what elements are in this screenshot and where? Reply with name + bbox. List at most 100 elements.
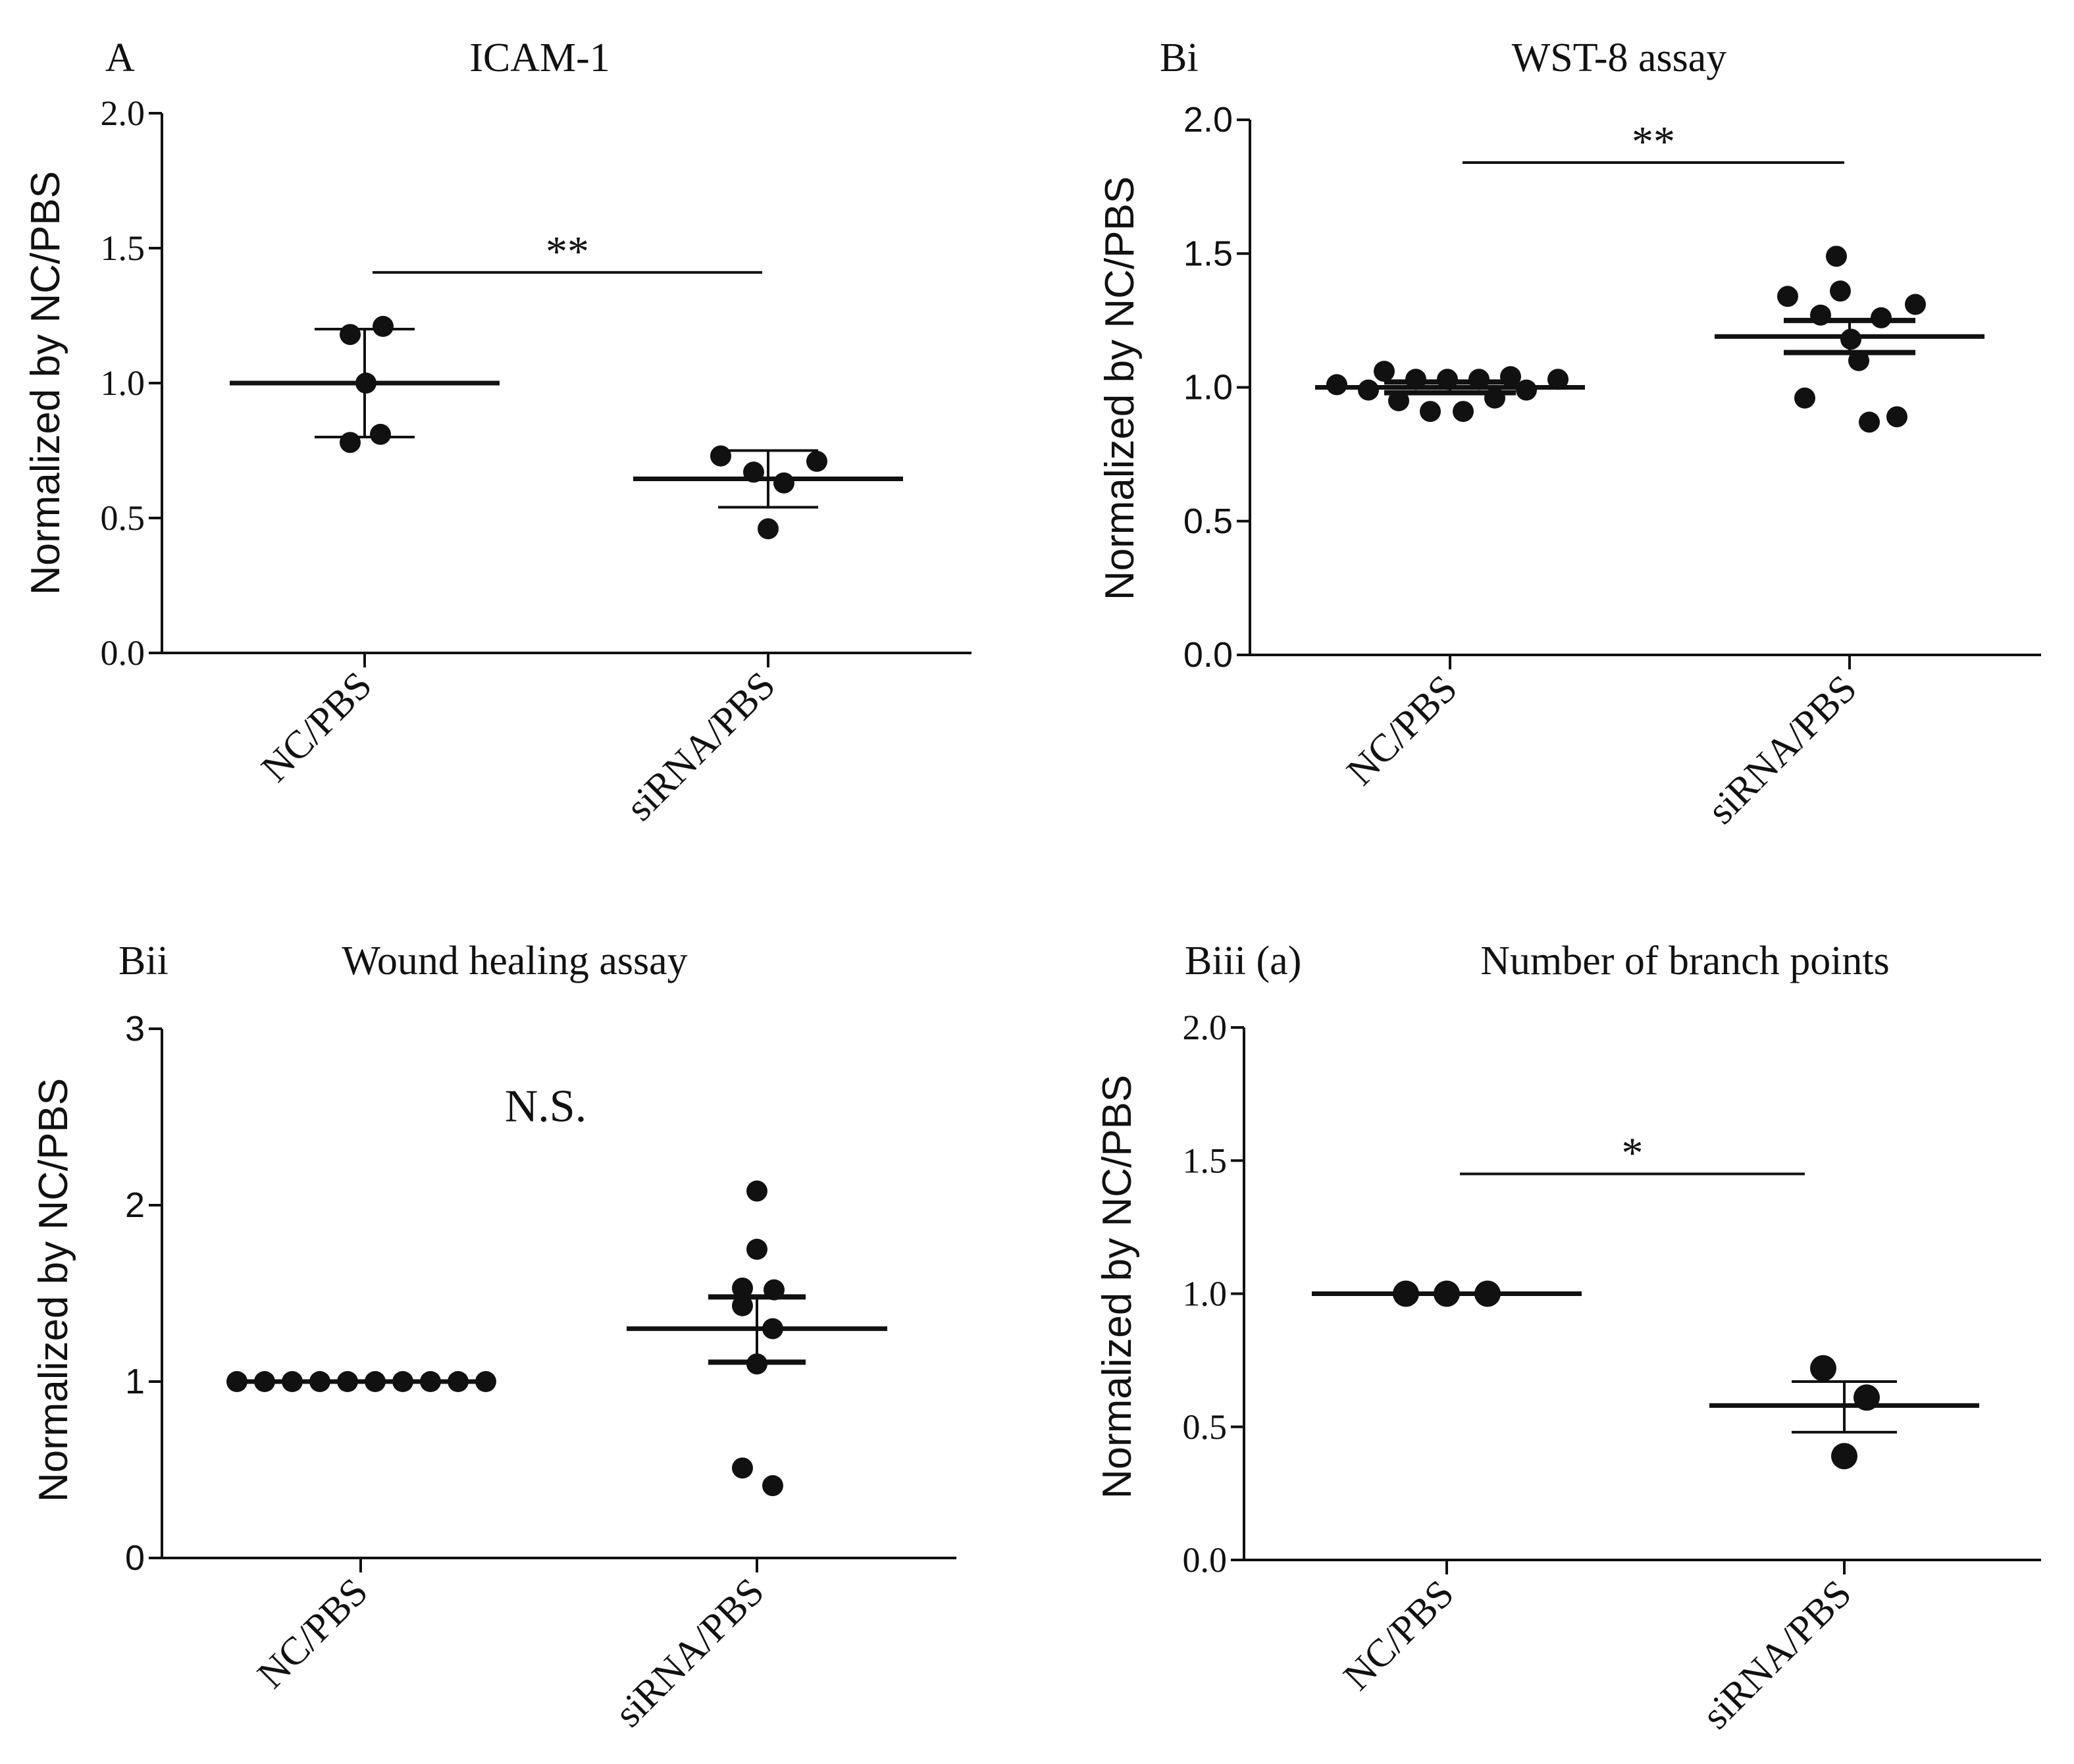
data-point xyxy=(1474,1280,1501,1307)
data-point xyxy=(1840,328,1861,350)
y-tick-label: 2.0 xyxy=(1183,100,1233,140)
y-tick-label: 0.5 xyxy=(101,498,145,538)
data-point xyxy=(1886,406,1907,428)
panel-label: Bii xyxy=(118,939,169,983)
y-tick-label: 0.0 xyxy=(101,633,145,673)
y-axis-label: Normalized by NC/PBS xyxy=(1095,1075,1140,1499)
data-point xyxy=(1794,387,1815,409)
data-point xyxy=(1374,361,1395,382)
data-point xyxy=(373,315,394,337)
y-axis-label: Normalized by NC/PBS xyxy=(23,171,68,595)
data-point xyxy=(764,1279,785,1301)
y-tick-label: 1.5 xyxy=(1183,234,1233,273)
data-point xyxy=(337,1371,358,1392)
data-point xyxy=(1484,387,1505,409)
data-point xyxy=(1437,369,1458,390)
panel-label: Bi xyxy=(1160,36,1199,80)
data-point xyxy=(365,1371,386,1392)
data-point xyxy=(392,1371,413,1392)
data-point xyxy=(746,1353,767,1375)
data-point xyxy=(710,445,731,467)
data-point xyxy=(1830,280,1851,302)
data-point xyxy=(1393,1280,1419,1307)
data-point xyxy=(370,423,391,445)
y-tick-label: 1.5 xyxy=(1183,1141,1228,1180)
chart-title: Wound healing assay xyxy=(342,939,687,983)
panel-0: A ICAM-1 Normalized by NC/PBS 0.0 0.5 1.0 1.5 2… xyxy=(23,36,972,829)
y-tick-label: 0.5 xyxy=(1183,1407,1228,1447)
panel-3: Biii (a) Number of branch points Normalize… xyxy=(1095,939,2041,1737)
panel-label: Biii (a) xyxy=(1185,939,1301,983)
data-point xyxy=(1810,1355,1836,1382)
x-tick-label: NC/PBS xyxy=(1338,667,1465,794)
data-point xyxy=(743,461,764,483)
data-point xyxy=(1854,1384,1880,1411)
data-point xyxy=(732,1295,753,1316)
data-point xyxy=(762,1318,783,1339)
y-tick-label: 2.0 xyxy=(101,93,145,133)
significance-label: ** xyxy=(546,228,589,276)
y-tick-label: 2.0 xyxy=(1183,1008,1228,1047)
data-point xyxy=(226,1371,247,1392)
panel-2: Bii Wound healing assay Normalized by NC/P… xyxy=(31,939,956,1735)
data-point xyxy=(1516,379,1537,401)
x-tick-label: siRNA/PBS xyxy=(606,1570,772,1736)
data-point xyxy=(1500,366,1521,388)
data-point xyxy=(1848,350,1869,371)
data-point xyxy=(746,1239,767,1260)
y-tick-label: 0.5 xyxy=(1183,502,1233,541)
data-point xyxy=(1810,304,1831,326)
y-tick-label: 1.0 xyxy=(101,363,145,403)
chart-title: Number of branch points xyxy=(1480,939,1890,983)
x-tick-label: NC/PBS xyxy=(1335,1572,1462,1699)
data-point xyxy=(1468,369,1490,390)
data-point xyxy=(340,324,361,346)
data-point xyxy=(732,1277,753,1299)
data-point xyxy=(773,472,794,494)
data-point xyxy=(1388,390,1409,411)
data-point xyxy=(448,1371,469,1392)
data-point xyxy=(1871,307,1892,328)
data-point xyxy=(254,1371,275,1392)
x-tick-label: NC/PBS xyxy=(253,663,380,791)
data-point xyxy=(1905,294,1926,315)
data-point xyxy=(1831,1443,1857,1470)
y-tick-label: 1.0 xyxy=(1183,1274,1228,1314)
significance-label: N.S. xyxy=(505,1081,586,1132)
y-tick-label: 1.0 xyxy=(1183,368,1233,407)
data-point xyxy=(1405,369,1426,390)
data-point xyxy=(732,1457,753,1479)
data-point xyxy=(282,1371,303,1392)
data-point xyxy=(1453,401,1474,423)
data-point xyxy=(420,1371,441,1392)
data-point xyxy=(1358,379,1379,401)
y-axis-label: Normalized by NC/PBS xyxy=(31,1078,76,1502)
data-point xyxy=(1547,369,1568,390)
data-point xyxy=(1420,401,1441,423)
x-tick-label: NC/PBS xyxy=(249,1570,376,1697)
y-tick-label: 3 xyxy=(125,1009,145,1049)
data-point xyxy=(1777,286,1798,307)
data-point xyxy=(762,1475,783,1497)
data-point xyxy=(1326,374,1347,396)
y-tick-label: 1 xyxy=(125,1362,145,1401)
data-point xyxy=(355,373,376,394)
panel-label: A xyxy=(105,36,135,80)
x-tick-label: siRNA/PBS xyxy=(1699,667,1865,833)
data-point xyxy=(806,450,827,472)
chart-title: ICAM-1 xyxy=(469,36,610,80)
x-tick-label: siRNA/PBS xyxy=(1694,1572,1859,1738)
data-point xyxy=(758,518,779,540)
y-tick-label: 0.0 xyxy=(1183,635,1233,675)
data-point xyxy=(746,1180,767,1202)
y-tick-label: 2 xyxy=(125,1185,145,1225)
y-axis-label: Normalized by NC/PBS xyxy=(1097,176,1143,600)
data-point xyxy=(475,1371,496,1392)
data-point xyxy=(309,1371,330,1392)
y-tick-label: 0.0 xyxy=(1183,1540,1228,1580)
data-point xyxy=(340,432,361,454)
data-point xyxy=(1434,1280,1460,1307)
x-tick-label: siRNA/PBS xyxy=(617,663,783,829)
y-tick-label: 0 xyxy=(125,1538,145,1578)
